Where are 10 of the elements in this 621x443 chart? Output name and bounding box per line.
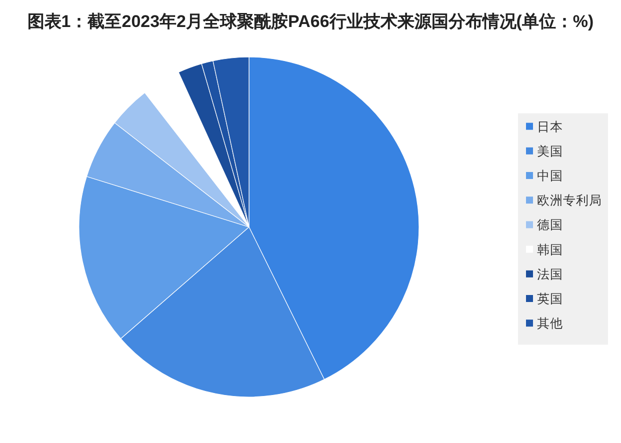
legend-label: 日本 [537, 120, 563, 134]
legend-label: 法国 [537, 267, 563, 282]
legend-label: 中国 [537, 169, 563, 183]
legend-label: 其他 [537, 316, 563, 331]
legend-label: 英国 [537, 292, 563, 306]
legend-label: 欧洲专利局 [537, 194, 602, 208]
chart-title: 图表1：截至2023年2月全球聚酰胺PA66行业技术来源国分布情况(单位：%) [27, 12, 594, 31]
legend-label: 美国 [537, 143, 563, 158]
legend-label: 韩国 [537, 242, 563, 257]
legend-label: 德国 [537, 218, 563, 232]
